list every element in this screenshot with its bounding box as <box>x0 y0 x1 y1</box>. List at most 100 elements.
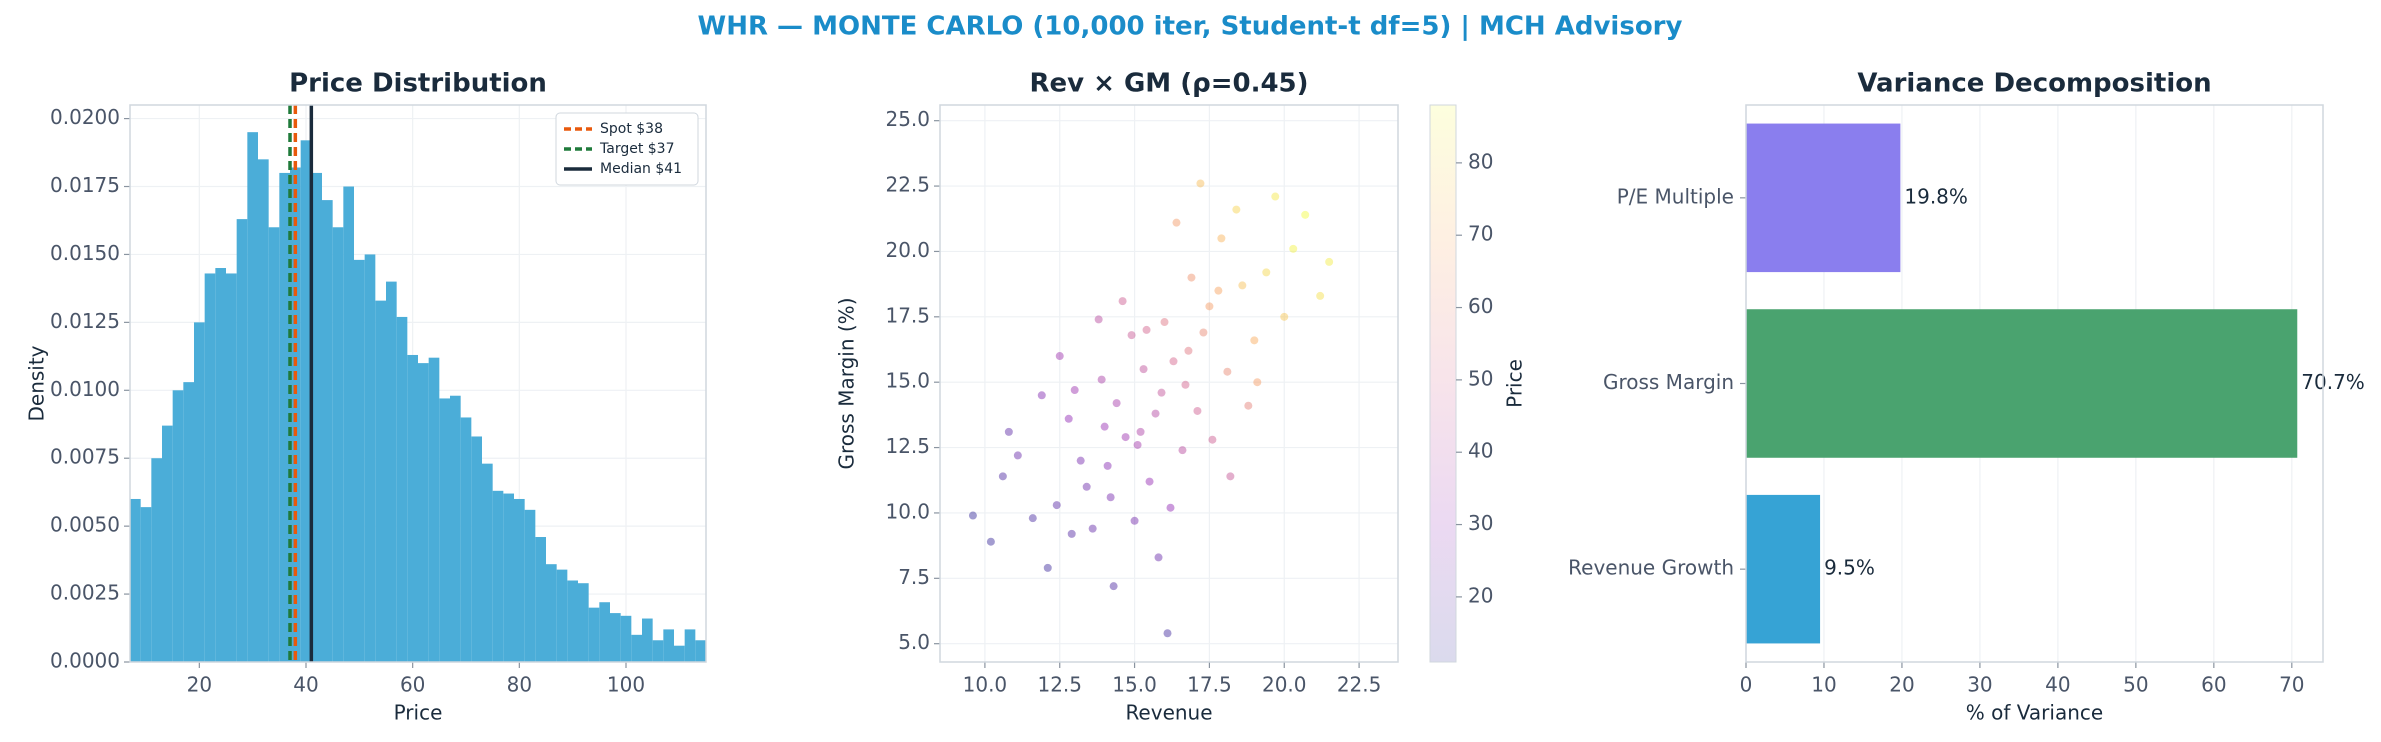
scatter-point <box>1121 433 1130 442</box>
histogram-bar <box>258 159 269 662</box>
x-axis-label: Revenue <box>1125 701 1212 725</box>
y-tick-label: 10.0 <box>885 499 930 523</box>
scatter-point <box>1130 516 1139 525</box>
scatter-point <box>1187 273 1196 282</box>
x-tick-label: 50 <box>2123 673 2148 697</box>
chart-title: Price Distribution <box>289 69 547 99</box>
histogram-bar <box>162 425 173 662</box>
scatter-point <box>1169 357 1178 366</box>
scatter-point <box>968 511 977 520</box>
scatter-point <box>1157 388 1166 397</box>
histogram-bar <box>642 618 653 662</box>
x-tick-label: 12.5 <box>1037 673 1082 697</box>
y-tick-label: 0.0025 <box>50 581 120 605</box>
x-tick-label: 40 <box>2045 673 2070 697</box>
x-tick-label: 70 <box>2279 673 2304 697</box>
scatter-point <box>1226 472 1235 481</box>
histogram-bar <box>396 316 408 662</box>
scatter-point <box>1172 218 1181 227</box>
y-tick-label: Gross Margin <box>1603 370 1734 394</box>
histogram-bar <box>279 172 290 663</box>
scatter-point <box>1160 318 1169 327</box>
colorbar-tick-label: 20 <box>1468 583 1493 607</box>
bar <box>1746 494 1821 644</box>
axes-frame <box>1745 104 2324 663</box>
bar <box>1746 309 2298 458</box>
histogram-bar <box>471 436 482 662</box>
histogram-bar <box>226 273 237 662</box>
scatter-point <box>1316 291 1325 300</box>
histogram-bar <box>332 227 344 662</box>
histogram-bar <box>151 458 162 662</box>
histogram-bar <box>247 132 258 663</box>
scatter-point <box>1214 286 1223 295</box>
y-tick-label: 12.5 <box>885 434 930 458</box>
y-tick-label: 22.5 <box>885 173 930 197</box>
histogram-bar <box>620 615 632 662</box>
histogram-bar <box>460 417 472 662</box>
histogram-bar <box>407 354 418 662</box>
legend-box <box>555 112 699 186</box>
histogram-bar <box>204 273 216 662</box>
y-tick-label: 0.0075 <box>50 445 120 469</box>
colorbar <box>1429 104 1457 663</box>
y-tick-label: 0.0175 <box>50 173 120 197</box>
scatter-point <box>1064 414 1073 423</box>
y-tick-label: 0.0200 <box>50 105 120 129</box>
histogram-bar <box>343 186 354 662</box>
histogram-bar <box>311 172 322 663</box>
y-tick-label: 5.0 <box>898 630 930 654</box>
chart-title: Rev × GM (ρ=0.45) <box>1029 69 1308 99</box>
scatter-point <box>1070 386 1079 395</box>
x-tick-label: 10 <box>1811 673 1836 697</box>
histogram-bar <box>215 268 226 662</box>
histogram-bar <box>492 490 504 662</box>
scatter-point <box>1289 244 1298 253</box>
scatter-point <box>1082 482 1091 491</box>
colorbar-tick-label: 40 <box>1468 439 1493 463</box>
x-tick-label: 60 <box>2201 673 2226 697</box>
scatter-point <box>1238 281 1247 290</box>
chart-title: Variance Decomposition <box>1857 69 2211 99</box>
axes-frame <box>939 104 1399 663</box>
x-tick-label: 20 <box>187 673 212 697</box>
colorbar-tick-label: 70 <box>1468 222 1493 246</box>
scatter-point <box>1205 302 1214 311</box>
scatter-point <box>1163 629 1172 638</box>
y-tick-label: 0.0050 <box>50 513 120 537</box>
histogram-bar <box>354 259 365 662</box>
scatter-point <box>1145 477 1154 486</box>
scatter-point <box>1109 582 1118 591</box>
histogram-bar <box>428 357 440 662</box>
scatter-point <box>1154 553 1163 562</box>
scatter-point <box>1244 401 1253 410</box>
histogram-bar <box>674 645 685 662</box>
y-tick-label: 20.0 <box>885 238 930 262</box>
scatter-point <box>1166 503 1175 512</box>
x-tick-label: 40 <box>293 673 318 697</box>
y-tick-label: 0.0150 <box>50 241 120 265</box>
histogram-bar <box>567 580 578 662</box>
legend-label: Target $37 <box>599 141 674 157</box>
histogram-bar <box>663 629 674 662</box>
histogram-bar <box>236 219 248 663</box>
histogram-bar <box>386 281 397 662</box>
histogram-bar <box>300 140 312 662</box>
x-tick-label: 60 <box>400 673 425 697</box>
histogram-bar <box>418 363 429 662</box>
scatter-point <box>1253 378 1262 387</box>
scatter-point <box>1100 422 1109 431</box>
scatter-point <box>1094 315 1103 324</box>
histogram-bar <box>546 564 557 662</box>
histogram-bar <box>194 322 205 662</box>
scatter-point <box>986 537 995 546</box>
histogram-bar <box>514 498 525 662</box>
y-tick-label: 17.5 <box>885 303 930 327</box>
scatter-point <box>998 472 1007 481</box>
x-tick-label: 10.0 <box>963 673 1008 697</box>
scatter-point <box>1217 234 1226 243</box>
x-tick-label: 0 <box>1740 673 1753 697</box>
colorbar-tick-label: 60 <box>1468 294 1493 318</box>
scatter-point <box>1028 514 1037 523</box>
histogram-bar <box>450 395 461 662</box>
